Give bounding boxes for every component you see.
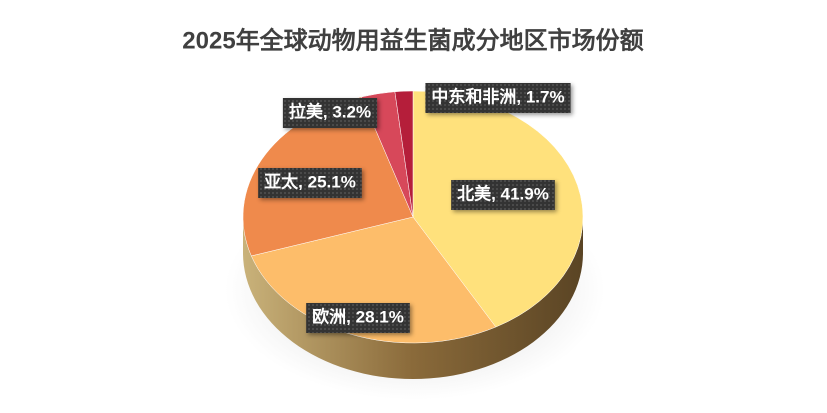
label-bg [306, 303, 410, 333]
label-bg [258, 168, 362, 198]
chart-title: 2025年全球动物用益生菌成分地区市场份额 [182, 26, 643, 54]
data-label: 中东和非洲, 1.7% [431, 86, 564, 106]
data-label-box: 中东和非洲, 1.7% [425, 83, 571, 113]
data-label: 亚太, 25.1% [264, 171, 356, 191]
pie-slice [394, 90, 414, 218]
label-bg [282, 98, 378, 128]
data-label: 欧洲, 28.1% [312, 306, 404, 326]
data-label-box: 欧洲, 28.1% [306, 303, 410, 333]
pie [242, 90, 584, 379]
label-bg [425, 83, 571, 113]
data-label-box: 亚太, 25.1% [258, 168, 362, 198]
data-label: 北美, 41.9% [457, 183, 549, 203]
data-label-box: 拉美, 3.2% [282, 98, 378, 128]
data-label: 拉美, 3.2% [289, 101, 371, 121]
labels: 北美, 41.9% 欧洲, 28.1% 亚太, 25.1% 拉美, 3.2% 中东和非洲… [258, 83, 571, 333]
data-label-box: 北美, 41.9% [451, 180, 555, 210]
pie-side [243, 217, 583, 379]
label-bg [451, 180, 555, 210]
